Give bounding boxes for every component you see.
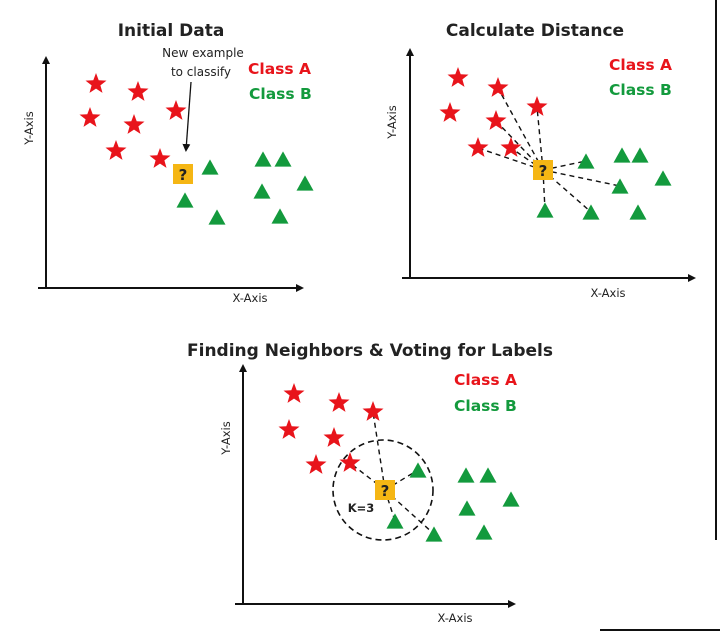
query-point: ?: [533, 160, 553, 180]
distance-lines: [477, 87, 621, 213]
distance-line: [542, 160, 587, 171]
class-a-star-icon: [123, 114, 145, 134]
class-a-star-icon: [467, 137, 489, 157]
class-a-star-icon: [305, 454, 327, 474]
class-b-triangle-icon: [386, 513, 404, 529]
class-a-star-icon: [283, 383, 305, 403]
class-a-star-icon: [127, 81, 149, 101]
panel-finding-neighbors: Finding Neighbors & Voting for Labels X-…: [187, 341, 553, 625]
class-b-triangle-icon: [502, 491, 520, 507]
class-b-triangle-icon: [582, 204, 600, 220]
class-b-triangle-icon: [274, 151, 292, 167]
class-a-star-icon: [79, 107, 101, 127]
class-b-triangle-icon: [201, 159, 219, 175]
class-a-star-icon: [165, 100, 187, 120]
y-axis-label: Y-Axis: [219, 421, 233, 455]
class-a-star-icon: [105, 140, 127, 160]
panel-title: Calculate Distance: [446, 21, 624, 41]
class-b-points: [176, 151, 314, 225]
class-b-triangle-icon: [536, 202, 554, 218]
legend-class-a: Class A: [248, 60, 311, 78]
class-b-triangle-icon: [475, 524, 493, 540]
annotation-arrow: [182, 81, 192, 152]
x-axis-label: X-Axis: [232, 291, 267, 305]
y-axis-label: Y-Axis: [22, 111, 36, 145]
legend-class-b: Class B: [454, 397, 517, 415]
class-b-triangle-icon: [613, 147, 631, 163]
class-b-points: [386, 462, 520, 542]
class-b-triangle-icon: [629, 204, 647, 220]
class-b-triangle-icon: [577, 153, 595, 169]
class-b-triangle-icon: [425, 526, 443, 542]
class-a-star-icon: [149, 148, 171, 168]
distance-line: [497, 87, 544, 171]
distance-line: [536, 106, 544, 171]
class-a-star-icon: [339, 452, 361, 472]
distance-line: [542, 169, 546, 211]
class-a-star-icon: [439, 102, 461, 122]
annotation-line-1: New example: [162, 46, 244, 60]
class-a-star-icon: [328, 392, 350, 412]
y-axis-label: Y-Axis: [385, 105, 399, 139]
class-b-triangle-icon: [271, 208, 289, 224]
panel-title: Initial Data: [118, 21, 225, 41]
class-a-star-icon: [362, 401, 384, 421]
legend-class-b: Class B: [609, 81, 672, 99]
class-b-triangle-icon: [253, 183, 271, 199]
k-value-label: K=3: [348, 501, 375, 515]
query-point: ?: [173, 164, 193, 184]
query-symbol: ?: [539, 162, 548, 180]
class-b-triangle-icon: [479, 467, 497, 483]
class-b-triangle-icon: [631, 147, 649, 163]
class-a-star-icon: [485, 110, 507, 130]
distance-line: [510, 147, 544, 171]
class-b-triangle-icon: [457, 467, 475, 483]
panel-title: Finding Neighbors & Voting for Labels: [187, 341, 553, 361]
distance-line: [542, 169, 621, 187]
distance-line: [372, 411, 386, 491]
class-b-triangle-icon: [296, 175, 314, 191]
class-b-triangle-icon: [208, 209, 226, 225]
panel-calculate-distance: Calculate Distance X-Axis Y-Axis Class A…: [385, 21, 696, 300]
class-a-star-icon: [323, 427, 345, 447]
class-a-star-icon: [500, 137, 522, 157]
distance-line: [384, 489, 396, 522]
distance-line: [349, 462, 386, 491]
legend-class-b: Class B: [249, 85, 312, 103]
distance-line: [477, 147, 544, 171]
panel-initial-data: Initial Data X-Axis Y-Axis New example t…: [22, 21, 314, 305]
legend-class-a: Class A: [609, 56, 672, 74]
query-symbol: ?: [381, 482, 390, 500]
x-axis-label: X-Axis: [590, 286, 625, 300]
legend-class-a: Class A: [454, 371, 517, 389]
distance-line: [384, 469, 419, 491]
query-point: ?: [375, 480, 395, 500]
class-b-triangle-icon: [611, 178, 629, 194]
class-b-points: [536, 147, 672, 220]
class-a-points: [79, 73, 187, 168]
neighbor-circle: [332, 439, 434, 541]
class-a-star-icon: [447, 67, 469, 87]
class-b-triangle-icon: [254, 151, 272, 167]
class-b-triangle-icon: [409, 462, 427, 478]
class-a-star-icon: [278, 419, 300, 439]
class-b-triangle-icon: [654, 170, 672, 186]
class-a-star-icon: [526, 96, 548, 116]
class-a-points: [278, 383, 384, 474]
class-b-triangle-icon: [458, 500, 476, 516]
class-b-triangle-icon: [176, 192, 194, 208]
class-a-star-icon: [487, 77, 509, 97]
x-axis-label: X-Axis: [437, 611, 472, 625]
annotation-line-2: to classify: [171, 65, 231, 79]
class-a-star-icon: [85, 73, 107, 93]
query-symbol: ?: [179, 166, 188, 184]
class-a-points: [439, 67, 548, 157]
